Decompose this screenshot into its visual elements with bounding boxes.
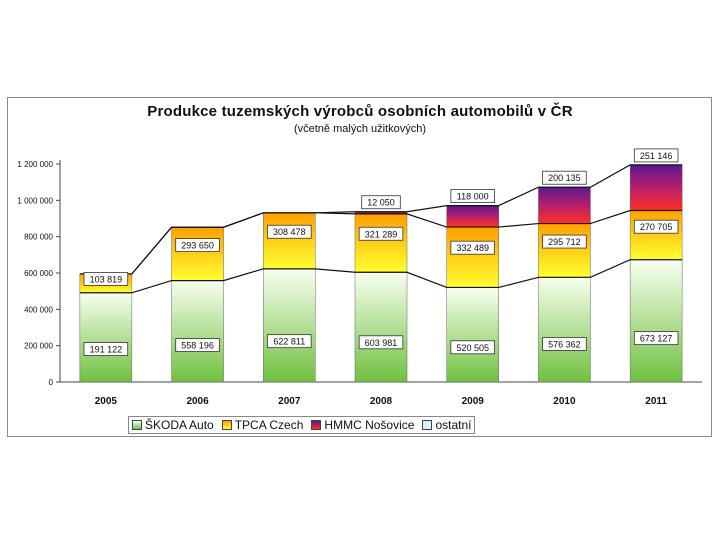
label-tpca-box	[83, 272, 129, 286]
label-skoda-box	[542, 337, 587, 351]
label-hmmc-box	[361, 195, 401, 210]
bar-tpca	[171, 226, 224, 281]
label-skoda-box	[267, 334, 312, 349]
legend-item-ostatni: ostatní	[422, 418, 471, 432]
bar-skoda	[538, 277, 591, 383]
y-tick-label: 400 000	[24, 305, 53, 314]
x-tick-label: 2005	[95, 396, 118, 407]
bar-tpca	[446, 226, 499, 288]
label-skoda-box	[450, 340, 495, 355]
x-tick-label: 2010	[553, 396, 576, 407]
label-skoda: 576 362	[548, 339, 581, 349]
label-skoda: 191 122	[90, 345, 123, 355]
label-skoda-box	[633, 331, 679, 346]
data-labels: 2005 191 122 103 819 2006 558 196 293 650 2007…	[83, 148, 679, 407]
label-hmmc: 118 000	[457, 192, 489, 202]
label-tpca: 295 712	[548, 237, 581, 247]
label-skoda: 673 127	[640, 334, 673, 344]
legend-item-hmmc: HMMC Nošovice	[311, 418, 414, 432]
legend-swatch-hmmc	[311, 420, 322, 430]
legend: ŠKODA Auto TPCA Czech HMMC Nošovice osta…	[128, 416, 476, 434]
legend-label-tpca: TPCA Czech	[234, 418, 304, 432]
bar-skoda	[171, 280, 224, 383]
label-hmmc: 12 050	[367, 198, 395, 208]
label-skoda: 622 811	[273, 337, 305, 347]
legend-item-tpca: TPCA Czech	[221, 418, 304, 432]
bar-tpca	[629, 210, 683, 260]
legend-label-skoda: ŠKODA Auto	[145, 418, 214, 432]
bar-skoda	[354, 272, 408, 383]
connector-line-0	[79, 259, 683, 294]
legend-swatch-skoda	[132, 420, 142, 430]
chart-subtitle: (včetně malých užitkových)	[293, 123, 427, 135]
label-tpca: 293 650	[181, 241, 214, 251]
y-tick-label: 1 200 000	[17, 160, 53, 169]
label-tpca: 332 489	[456, 243, 489, 253]
label-hmmc-box	[633, 148, 679, 163]
bar-skoda	[79, 292, 133, 383]
bar-hmmc	[629, 164, 683, 211]
legend-label-ostatni: ostatní	[435, 418, 472, 432]
bar-tpca	[263, 212, 316, 270]
label-tpca-box	[633, 219, 679, 234]
legend-item-skoda: ŠKODA Auto	[132, 418, 214, 432]
bar-tpca	[538, 223, 591, 278]
y-tick-label: 800 000	[24, 233, 53, 242]
label-hmmc: 251 146	[640, 151, 673, 161]
label-skoda: 558 196	[181, 341, 214, 351]
y-tick-label: 200 000	[24, 342, 53, 351]
connector-line-2	[79, 164, 683, 275]
legend-swatch-tpca	[221, 420, 232, 430]
legend-swatch-ostatni	[422, 420, 433, 430]
label-skoda: 603 981	[365, 338, 398, 348]
label-skoda-box	[83, 342, 129, 356]
label-hmmc-box	[542, 170, 587, 185]
label-skoda: 520 505	[456, 343, 489, 353]
label-tpca: 321 289	[365, 229, 398, 239]
label-tpca-box	[358, 226, 404, 241]
x-tick-label: 2006	[186, 396, 209, 407]
y-tick-label: 0	[49, 378, 54, 387]
x-tick-label: 2008	[370, 396, 393, 407]
bar-hmmc	[538, 186, 591, 224]
y-tick-label: 1 000 000	[17, 196, 53, 205]
label-tpca-box	[450, 240, 495, 255]
label-hmmc-box	[450, 189, 495, 204]
bar-hmmc	[446, 205, 499, 228]
bar-skoda	[629, 259, 683, 383]
chart-title: Produkce tuzemských výrobců osobních aut…	[147, 103, 573, 120]
bar-skoda	[263, 268, 316, 383]
label-tpca-box	[267, 224, 312, 239]
connector-lines	[79, 164, 683, 294]
x-tick-label: 2007	[278, 396, 301, 407]
label-tpca-box	[175, 238, 220, 252]
x-tick-label: 2011	[645, 396, 667, 407]
label-tpca: 308 478	[273, 227, 306, 237]
label-tpca: 270 705	[640, 222, 673, 232]
bar-skoda	[446, 287, 499, 383]
legend-label-hmmc: HMMC Nošovice	[324, 418, 415, 432]
label-skoda-box	[358, 335, 404, 350]
label-hmmc: 200 135	[548, 173, 581, 183]
y-tick-label: 600 000	[24, 269, 53, 278]
label-tpca-box	[542, 234, 587, 249]
label-tpca: 103 819	[90, 274, 123, 284]
bar-tpca	[354, 213, 408, 273]
x-tick-label: 2009	[462, 396, 485, 407]
label-skoda-box	[175, 338, 220, 352]
